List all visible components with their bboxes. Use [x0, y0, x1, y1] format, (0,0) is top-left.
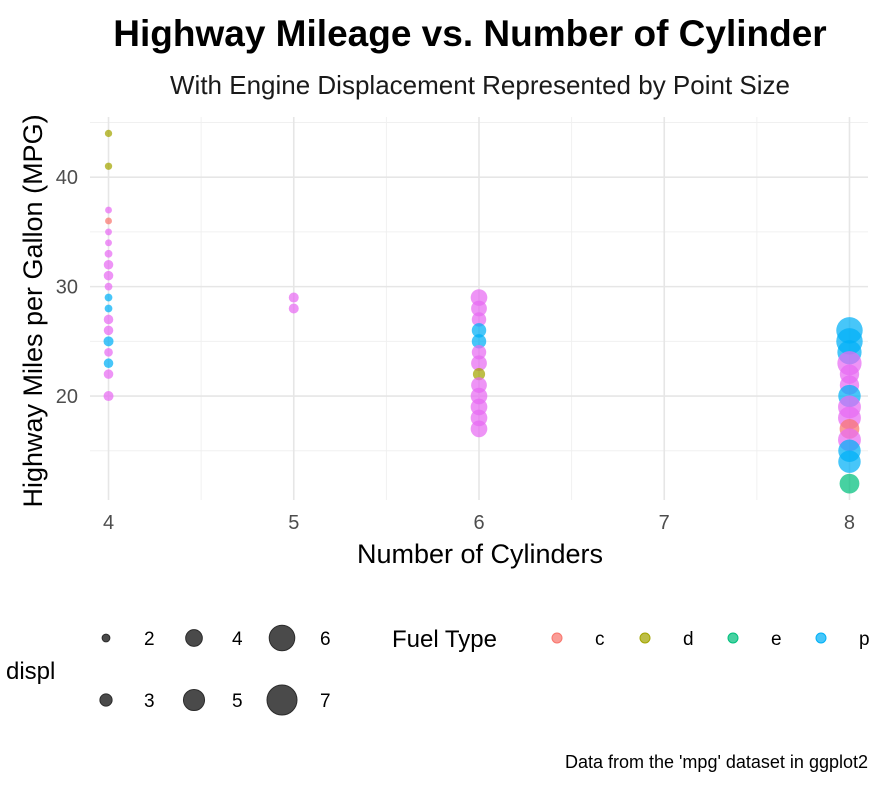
color-legend-label: d — [683, 629, 694, 650]
color-legend: Fuel Type c d e p — [392, 626, 870, 653]
color-legend-label: p — [859, 629, 870, 650]
color-legend-key — [639, 632, 651, 644]
y-axis-ticks: 20 30 40 — [56, 167, 78, 408]
data-point — [105, 217, 112, 225]
size-legend: displ 2 4 6 3 5 7 — [6, 624, 331, 716]
size-legend-key — [101, 633, 111, 643]
x-tick-label: 8 — [844, 512, 855, 534]
size-legend-key — [99, 693, 113, 707]
size-legend-label: 2 — [144, 629, 155, 650]
data-point — [103, 325, 114, 336]
data-point — [103, 391, 114, 402]
chart-subtitle: With Engine Displacement Represented by … — [170, 70, 790, 100]
data-point — [471, 323, 487, 338]
data-point — [470, 289, 488, 306]
data-point — [471, 345, 487, 360]
data-point — [105, 228, 112, 236]
data-point — [104, 129, 113, 138]
size-legend-key — [185, 629, 203, 647]
color-legend-label: c — [595, 629, 605, 650]
data-point — [288, 292, 299, 303]
size-legend-label: 4 — [232, 629, 243, 650]
y-axis-title: Highway Miles per Gallon (MPG) — [18, 114, 48, 507]
x-tick-label: 5 — [288, 512, 299, 534]
data-point — [471, 312, 487, 327]
chart-title: Highway Mileage vs. Number of Cylinder — [113, 13, 826, 54]
y-tick-label: 40 — [56, 167, 78, 189]
data-point — [288, 303, 299, 314]
x-tick-label: 7 — [659, 512, 670, 534]
color-legend-key — [551, 632, 563, 644]
data-point — [471, 300, 487, 317]
data-point — [838, 450, 861, 473]
color-legend-key — [727, 632, 739, 644]
size-legend-title: displ — [6, 658, 55, 685]
data-point — [103, 336, 114, 347]
data-point — [472, 368, 486, 381]
size-legend-label: 7 — [320, 691, 331, 712]
y-tick-label: 30 — [56, 277, 78, 299]
x-tick-label: 6 — [473, 512, 484, 534]
size-legend-key — [266, 684, 298, 716]
data-points — [103, 129, 863, 494]
size-legend-label: 6 — [320, 629, 331, 650]
data-point — [471, 334, 487, 349]
color-legend-title: Fuel Type — [392, 626, 497, 653]
color-legend-key — [815, 632, 827, 644]
data-point — [470, 420, 488, 438]
size-legend-key — [182, 688, 206, 712]
data-point — [103, 270, 114, 281]
data-point — [103, 358, 114, 368]
data-point — [104, 162, 113, 170]
data-point — [839, 473, 860, 494]
size-legend-label: 5 — [232, 691, 243, 712]
data-point — [104, 304, 113, 313]
data-point — [104, 282, 113, 291]
data-point — [103, 314, 114, 325]
y-tick-label: 20 — [56, 386, 78, 408]
data-point — [471, 355, 487, 372]
data-point — [105, 239, 112, 247]
chart-caption: Data from the 'mpg' dataset in ggplot2 — [565, 752, 868, 772]
x-tick-label: 4 — [103, 512, 114, 534]
size-legend-label: 3 — [144, 691, 155, 712]
data-point — [104, 347, 113, 357]
size-legend-key — [268, 624, 296, 652]
color-legend-label: e — [771, 629, 782, 650]
data-point — [105, 206, 112, 214]
x-axis-title: Number of Cylinders — [357, 539, 603, 569]
data-point — [103, 259, 114, 270]
size-legend-items: 2 4 6 3 5 7 — [99, 624, 331, 716]
data-point — [103, 369, 114, 379]
data-point — [104, 293, 113, 302]
x-axis-ticks: 4 5 6 7 8 — [103, 512, 855, 534]
data-point — [104, 249, 113, 258]
